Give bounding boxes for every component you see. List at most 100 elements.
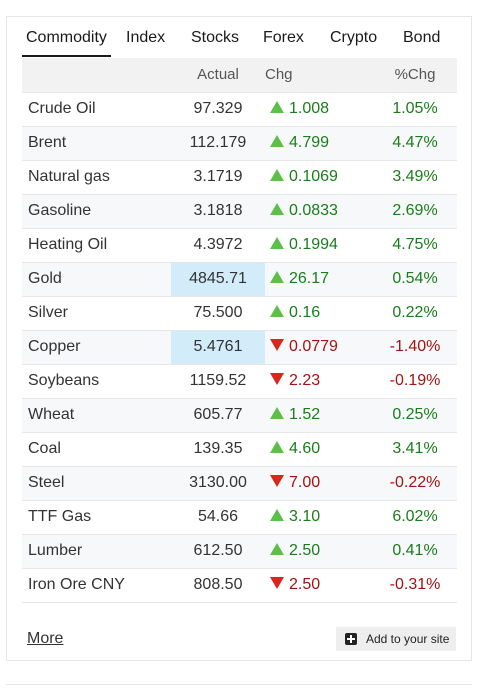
change-cell: 3.10	[265, 500, 373, 534]
table-row[interactable]: Wheat 605.77 1.52 0.25%	[22, 398, 457, 432]
change-value: 26.17	[289, 270, 330, 287]
table-row[interactable]: TTF Gas 54.66 3.10 6.02%	[22, 500, 457, 534]
tab-crypto[interactable]: Crypto	[330, 29, 378, 46]
change-value: 0.16	[289, 304, 321, 321]
percent-change-value: 0.54%	[373, 262, 457, 296]
triangle-up-icon	[270, 270, 284, 283]
change-value: 0.0779	[289, 338, 338, 355]
change-cell: 1.52	[265, 398, 373, 432]
percent-change-value: -0.31%	[389, 576, 441, 593]
add-to-site-label: Add to your site	[366, 632, 450, 646]
percent-change-value: 0.25%	[373, 398, 457, 432]
table-row[interactable]: Copper 5.4761 0.0779 -1.40%	[22, 330, 457, 364]
add-to-site-button[interactable]: Add to your site	[336, 627, 456, 651]
header-chg[interactable]: Chg	[265, 58, 373, 93]
table-row[interactable]: Gasoline 3.1818 0.0833 2.69%	[22, 194, 457, 228]
change-cell: 0.1994	[265, 228, 373, 262]
actual-value: 112.179	[171, 126, 265, 160]
change-value: 1.008	[289, 100, 330, 117]
tab-commodity[interactable]: Commodity	[26, 29, 107, 46]
header-pct-chg[interactable]: %Chg	[373, 58, 457, 93]
header-actual[interactable]: Actual	[171, 58, 265, 93]
table-row[interactable]: Steel 3130.00 7.00 -0.22%	[22, 466, 457, 500]
change-value: 2.50	[289, 576, 321, 593]
change-cell: 0.0833	[265, 194, 373, 228]
table-row[interactable]: Natural gas 3.1719 0.1069 3.49%	[22, 160, 457, 194]
commodity-name[interactable]: Coal	[28, 440, 61, 457]
change-value: 1.52	[289, 406, 321, 423]
commodity-name[interactable]: Steel	[22, 466, 171, 500]
actual-value: 139.35	[193, 440, 243, 457]
table-row[interactable]: Gold 4845.71 26.17 0.54%	[22, 262, 457, 296]
percent-change-value: 2.69%	[373, 194, 457, 228]
actual-value: 605.77	[171, 398, 265, 432]
table-row[interactable]: Iron Ore CNY 808.50 2.50 -0.31%	[22, 568, 457, 602]
commodity-name[interactable]: TTF Gas	[28, 508, 92, 525]
change-value: 3.10	[289, 508, 321, 525]
triangle-up-icon	[270, 236, 284, 249]
percent-change-value: 0.22%	[392, 304, 438, 321]
change-cell: 4.60	[265, 432, 373, 466]
change-cell: 0.0779	[265, 330, 373, 364]
change-cell: 26.17	[265, 262, 373, 296]
next-widget-edge	[6, 684, 472, 695]
commodity-name[interactable]: Gold	[22, 262, 171, 296]
triangle-up-icon	[270, 202, 284, 215]
commodity-name[interactable]: Copper	[22, 330, 171, 364]
tab-bond[interactable]: Bond	[403, 29, 441, 46]
commodity-name[interactable]: Brent	[22, 126, 171, 160]
actual-value: 3.1818	[171, 194, 265, 228]
percent-change-value: 3.41%	[392, 440, 438, 457]
tab-index[interactable]: Index	[126, 29, 166, 46]
commodity-name[interactable]: Soybeans	[28, 372, 100, 389]
change-cell: 1.008	[265, 92, 373, 126]
percent-change-value: -0.19%	[389, 372, 441, 389]
more-link[interactable]: More	[27, 630, 64, 647]
commodity-name[interactable]: Iron Ore CNY	[28, 576, 125, 593]
change-value: 0.1069	[289, 168, 338, 185]
percent-change-value: -1.40%	[373, 330, 457, 364]
quotes-table: Actual Chg %Chg Crude Oil 97.329 1.008 1.05…	[22, 58, 457, 603]
percent-change-value: 6.02%	[392, 508, 438, 525]
tab-stocks[interactable]: Stocks	[191, 29, 240, 46]
triangle-up-icon	[270, 406, 284, 419]
actual-value: 75.500	[193, 304, 243, 321]
percent-change-value: 1.05%	[392, 100, 438, 117]
table-row[interactable]: Brent 112.179 4.799 4.47%	[22, 126, 457, 160]
change-cell: 2.23	[265, 364, 373, 398]
change-value: 0.1994	[289, 236, 338, 253]
actual-value: 808.50	[193, 576, 243, 593]
active-tab-indicator	[22, 55, 111, 57]
actual-value: 612.50	[171, 534, 265, 568]
table-row[interactable]: Silver 75.500 0.16 0.22%	[22, 296, 457, 330]
table-row[interactable]: Lumber 612.50 2.50 0.41%	[22, 534, 457, 568]
market-tabs: Commodity Index Stocks Forex Crypto Bond	[7, 17, 471, 57]
change-value: 4.60	[289, 440, 321, 457]
table-row[interactable]: Coal 139.35 4.60 3.41%	[22, 432, 457, 466]
plus-square-icon	[345, 633, 357, 645]
actual-value: 4.3972	[193, 236, 243, 253]
commodity-name[interactable]: Wheat	[22, 398, 171, 432]
table-header-row: Actual Chg %Chg	[22, 58, 457, 93]
table-row[interactable]: Soybeans 1159.52 2.23 -0.19%	[22, 364, 457, 398]
change-cell: 0.16	[265, 296, 373, 330]
triangle-up-icon	[270, 304, 284, 317]
table-row[interactable]: Heating Oil 4.3972 0.1994 4.75%	[22, 228, 457, 262]
change-value: 2.50	[289, 542, 321, 559]
triangle-up-icon	[270, 542, 284, 555]
commodity-name[interactable]: Silver	[28, 304, 69, 321]
header-name	[22, 58, 171, 93]
commodity-name[interactable]: Crude Oil	[28, 100, 96, 117]
table-row[interactable]: Crude Oil 97.329 1.008 1.05%	[22, 92, 457, 126]
actual-value: 54.66	[197, 508, 239, 525]
commodity-name[interactable]: Natural gas	[28, 168, 110, 185]
commodity-name[interactable]: Lumber	[22, 534, 171, 568]
quote-rows: Crude Oil 97.329 1.008 1.05% Brent 112.179 4.7…	[22, 92, 457, 602]
triangle-up-icon	[270, 100, 284, 113]
percent-change-value: -0.22%	[373, 466, 457, 500]
triangle-down-icon	[270, 372, 284, 385]
commodity-name[interactable]: Gasoline	[22, 194, 171, 228]
commodity-name[interactable]: Heating Oil	[28, 236, 108, 253]
tab-forex[interactable]: Forex	[263, 29, 304, 46]
commodity-widget: Commodity Index Stocks Forex Crypto Bond…	[6, 16, 472, 661]
